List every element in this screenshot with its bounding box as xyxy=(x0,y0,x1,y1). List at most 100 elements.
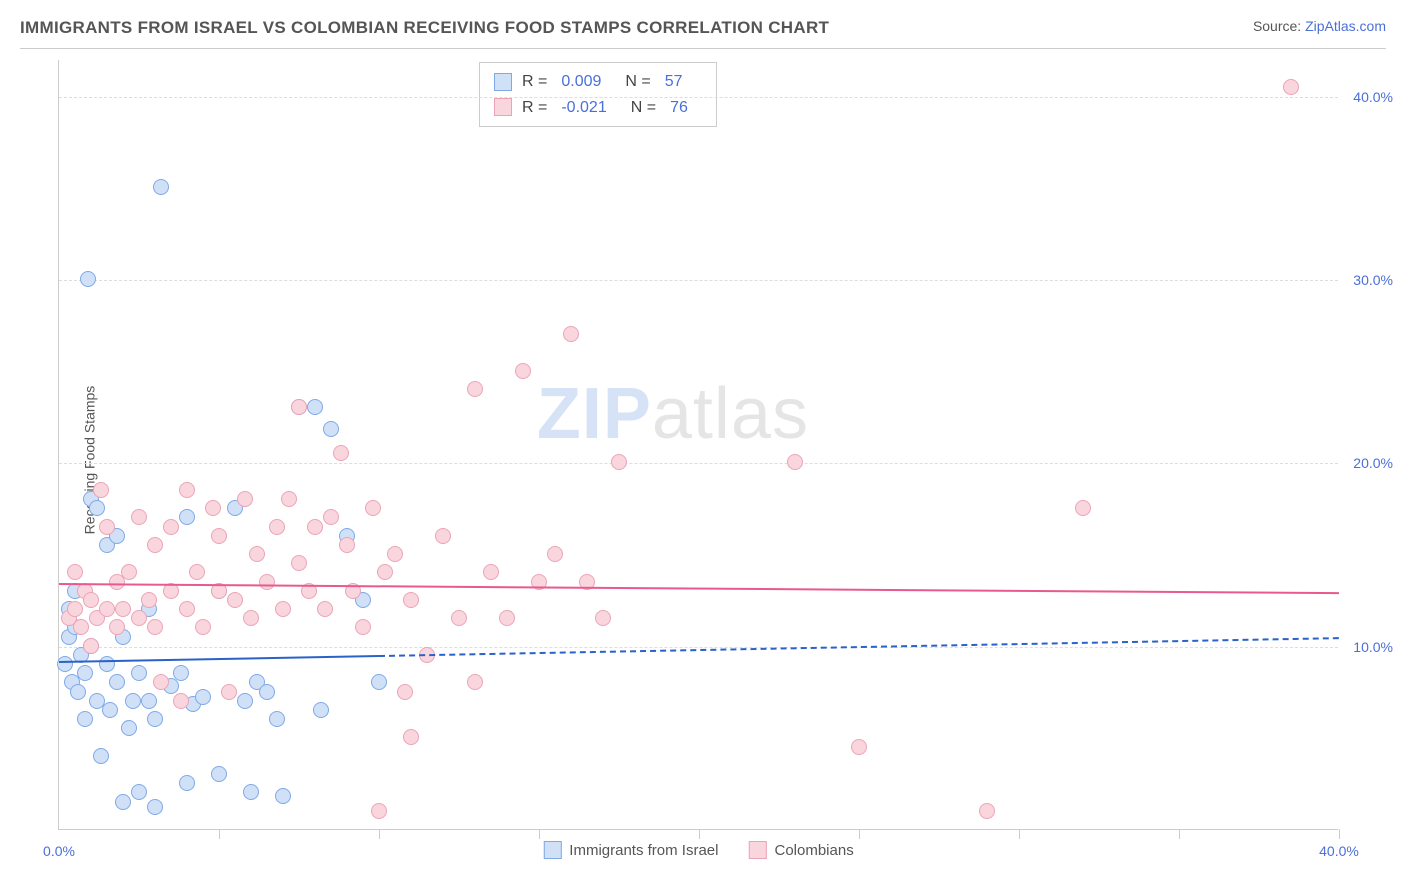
x-tick xyxy=(1019,829,1020,839)
stats-row-series2: R = -0.021 N = 76 xyxy=(494,95,702,121)
data-point-colombian xyxy=(237,491,253,507)
data-point-colombian xyxy=(99,601,115,617)
data-point-colombian xyxy=(397,684,413,700)
x-tick xyxy=(859,829,860,839)
data-point-colombian xyxy=(1283,79,1299,95)
data-point-israel xyxy=(237,693,253,709)
data-point-israel xyxy=(259,684,275,700)
data-point-israel xyxy=(131,784,147,800)
data-point-colombian xyxy=(281,491,297,507)
data-point-colombian xyxy=(323,509,339,525)
chart-title: IMMIGRANTS FROM ISRAEL VS COLOMBIAN RECE… xyxy=(20,18,829,38)
data-point-colombian xyxy=(291,399,307,415)
data-point-colombian xyxy=(83,638,99,654)
data-point-israel xyxy=(99,656,115,672)
data-point-colombian xyxy=(1075,500,1091,516)
data-point-colombian xyxy=(435,528,451,544)
data-point-israel xyxy=(57,656,73,672)
data-point-colombian xyxy=(377,564,393,580)
chart-header: IMMIGRANTS FROM ISRAEL VS COLOMBIAN RECE… xyxy=(20,18,1386,49)
data-point-colombian xyxy=(121,564,137,580)
data-point-israel xyxy=(77,665,93,681)
data-point-colombian xyxy=(355,619,371,635)
data-point-colombian xyxy=(515,363,531,379)
source-link[interactable]: ZipAtlas.com xyxy=(1305,18,1386,34)
gridline-h xyxy=(59,97,1338,98)
data-point-colombian xyxy=(67,564,83,580)
data-point-colombian xyxy=(611,454,627,470)
data-point-colombian xyxy=(93,482,109,498)
data-point-colombian xyxy=(259,574,275,590)
data-point-israel xyxy=(179,509,195,525)
legend-label-series2: Colombians xyxy=(774,842,853,859)
data-point-colombian xyxy=(403,729,419,745)
data-point-colombian xyxy=(339,537,355,553)
data-point-israel xyxy=(80,271,96,287)
data-point-colombian xyxy=(403,592,419,608)
data-point-colombian xyxy=(371,803,387,819)
data-point-israel xyxy=(179,775,195,791)
data-point-colombian xyxy=(317,601,333,617)
x-tick xyxy=(699,829,700,839)
data-point-israel xyxy=(195,689,211,705)
data-point-israel xyxy=(121,720,137,736)
data-point-colombian xyxy=(595,610,611,626)
data-point-israel xyxy=(307,399,323,415)
data-point-colombian xyxy=(451,610,467,626)
x-tick xyxy=(379,829,380,839)
data-point-colombian xyxy=(189,564,205,580)
data-point-colombian xyxy=(979,803,995,819)
stats-row-series1: R = 0.009 N = 57 xyxy=(494,69,702,95)
data-point-colombian xyxy=(249,546,265,562)
data-point-colombian xyxy=(131,610,147,626)
data-point-colombian xyxy=(221,684,237,700)
data-point-israel xyxy=(115,794,131,810)
data-point-colombian xyxy=(153,674,169,690)
data-point-israel xyxy=(77,711,93,727)
data-point-colombian xyxy=(787,454,803,470)
data-point-colombian xyxy=(131,509,147,525)
data-point-colombian xyxy=(365,500,381,516)
data-point-colombian xyxy=(547,546,563,562)
watermark: ZIPatlas xyxy=(537,373,809,455)
swatch-series2 xyxy=(494,98,512,116)
data-point-colombian xyxy=(141,592,157,608)
data-point-israel xyxy=(313,702,329,718)
data-point-colombian xyxy=(333,445,349,461)
gridline-h xyxy=(59,647,1338,648)
data-point-colombian xyxy=(73,619,89,635)
data-point-colombian xyxy=(163,519,179,535)
data-point-israel xyxy=(125,693,141,709)
data-point-colombian xyxy=(147,619,163,635)
data-point-colombian xyxy=(173,693,189,709)
data-point-colombian xyxy=(211,528,227,544)
data-point-colombian xyxy=(179,482,195,498)
data-point-israel xyxy=(102,702,118,718)
data-point-israel xyxy=(109,674,125,690)
gridline-h xyxy=(59,280,1338,281)
data-point-israel xyxy=(131,665,147,681)
x-tick-label-min: 0.0% xyxy=(43,843,75,859)
data-point-colombian xyxy=(851,739,867,755)
data-point-colombian xyxy=(307,519,323,535)
source-attribution: Source: ZipAtlas.com xyxy=(1253,18,1386,34)
legend-item-series1: Immigrants from Israel xyxy=(543,841,718,859)
data-point-israel xyxy=(70,684,86,700)
data-point-colombian xyxy=(109,619,125,635)
data-point-israel xyxy=(153,179,169,195)
legend-swatch-series2 xyxy=(748,841,766,859)
n-value-series2: 76 xyxy=(670,95,688,121)
plot-area: ZIPatlas R = 0.009 N = 57 R = -0.021 N =… xyxy=(58,60,1338,830)
data-point-colombian xyxy=(467,674,483,690)
data-point-israel xyxy=(275,788,291,804)
data-point-colombian xyxy=(83,592,99,608)
data-point-israel xyxy=(173,665,189,681)
data-point-israel xyxy=(371,674,387,690)
data-point-colombian xyxy=(147,537,163,553)
data-point-israel xyxy=(269,711,285,727)
data-point-colombian xyxy=(243,610,259,626)
legend-label-series1: Immigrants from Israel xyxy=(569,842,718,859)
r-value-series1: 0.009 xyxy=(561,69,601,95)
chart-container: Receiving Food Stamps ZIPatlas R = 0.009… xyxy=(20,55,1386,865)
data-point-colombian xyxy=(99,519,115,535)
